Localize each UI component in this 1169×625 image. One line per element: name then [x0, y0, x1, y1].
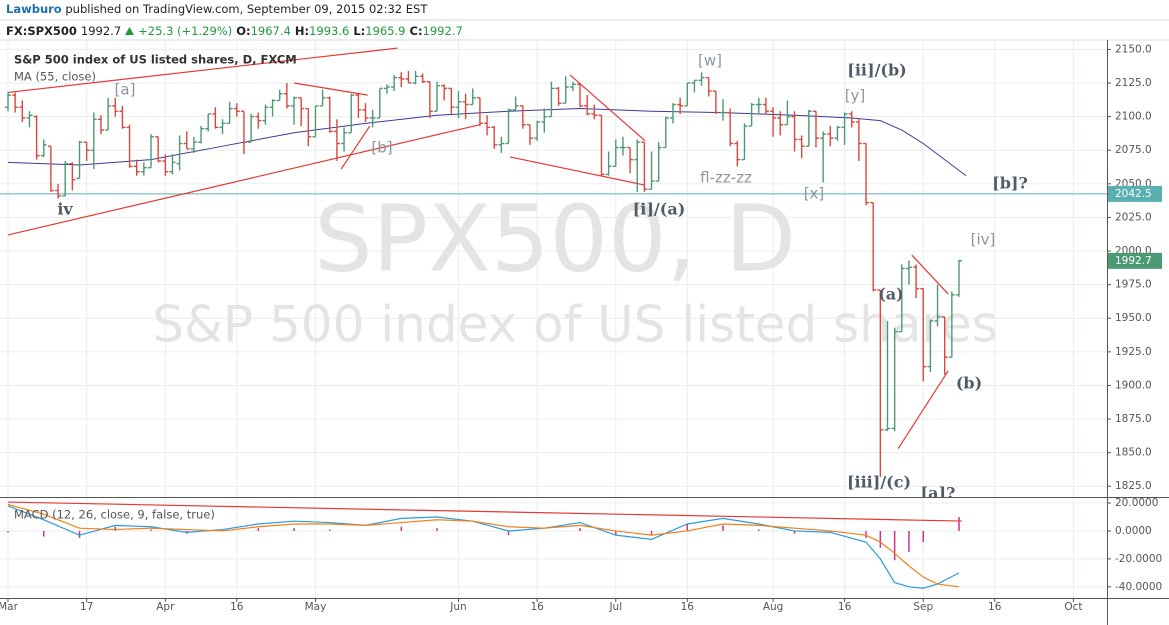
macd-line [7, 503, 960, 588]
x-tick-label: Aug [763, 601, 784, 613]
header-line-2: FX:SPX500 1992.7 +25.3 (+1.29%) O:1967.4… [6, 22, 463, 40]
x-tick-label: May [305, 601, 327, 613]
wave-label: (b) [956, 374, 982, 393]
y-tick-label: 2125.0 [1115, 77, 1152, 89]
ohlc-o: O:1967.4 [236, 24, 291, 38]
level-label-box [1108, 185, 1162, 202]
trendline [7, 124, 481, 236]
y-tick-label: 1825.0 [1115, 480, 1152, 492]
y-tick-label: 1925.0 [1115, 346, 1152, 358]
y-tick-label: 2025.0 [1115, 211, 1152, 223]
wave-label: [w] [698, 52, 722, 70]
author[interactable]: Lawburo [6, 2, 62, 16]
trendline [293, 82, 368, 96]
trendline [897, 370, 949, 449]
wave-label: [b] [371, 139, 392, 157]
trendline [569, 74, 646, 142]
watermark-subtitle: S&P 500 index of US listed shares [152, 296, 998, 354]
legend-ma: MA (55, close) [14, 70, 96, 84]
wave-label: [ii]/(b) [847, 61, 906, 80]
o-label: O: [236, 24, 251, 38]
x-tick-label: Sep [913, 601, 933, 613]
h-label: H: [294, 24, 310, 38]
o-value: 1967.4 [250, 24, 291, 38]
published: published on TradingView.com, September … [65, 2, 428, 16]
l-value: 1965.9 [365, 24, 406, 38]
wave-label: [iii]/(c) [847, 473, 911, 492]
c-value: 1992.7 [422, 24, 463, 38]
x-tick-label: 16 [530, 601, 544, 613]
wave-label: [a]? [921, 484, 956, 503]
ohlc-h: H:1993.6 [295, 24, 349, 38]
y-tick-label: 0.0000 [1115, 525, 1152, 537]
y-tick-label: 2075.0 [1115, 144, 1152, 156]
macd-pane [0, 498, 1107, 598]
moving-average [7, 108, 967, 177]
y-tick-label: 20.0000 [1115, 497, 1158, 509]
wave-label: [x] [804, 185, 825, 203]
x-tick-label: 16 [230, 601, 244, 613]
wave-label: fl-zz-zz [700, 169, 752, 187]
y-tick-label: 2150.0 [1115, 43, 1152, 55]
trendline [509, 156, 646, 186]
l-label: L: [353, 24, 366, 38]
h-value: 1993.6 [309, 24, 350, 38]
x-tick-label: Jun [449, 601, 466, 613]
y-tick-label: 1975.0 [1115, 279, 1152, 291]
y-tick-label: -40.0000 [1115, 581, 1162, 593]
trendline [340, 125, 371, 170]
change: +25.3 (+1.29%) [138, 24, 233, 38]
y-tick-label: 1850.0 [1115, 447, 1152, 459]
wave-label: (a) [878, 285, 904, 304]
watermark: SPX500, D [314, 185, 796, 292]
y-tick-label: 2100.0 [1115, 111, 1152, 123]
last-price-label: 1992.7 [1115, 255, 1152, 267]
header-line-1: Lawburo published on TradingView.com, Se… [6, 2, 427, 20]
trendline [7, 501, 962, 522]
wave-label: [i]/(a) [633, 200, 686, 219]
axes: 1825.0 1850.0 1875.0 1900.0 1925.0 1950.0 1975… [0, 43, 1162, 613]
x-tick-label: 17 [80, 601, 93, 613]
wave-label: [b]? [992, 174, 1028, 193]
y-tick-label: 1900.0 [1115, 379, 1152, 391]
x-tick-label: Apr [156, 601, 175, 613]
last-price-box [1108, 252, 1162, 269]
chart-title: S&P 500 index of US listed shares, D, FX… [14, 53, 297, 67]
x-tick-label: Jul [608, 601, 622, 613]
wave-label: [iv] [971, 231, 996, 249]
macd-title: MACD (12, 26, close, 9, false, true) [14, 508, 215, 522]
x-tick-label: 16 [988, 601, 1002, 613]
c-label: C: [409, 24, 423, 38]
ohlc-l: L:1965.9 [353, 24, 405, 38]
symbol: FX:SPX500 [6, 24, 77, 38]
x-tick-label: 16 [681, 601, 695, 613]
x-tick-label: Mar [0, 601, 19, 613]
x-tick-label: 16 [838, 601, 852, 613]
ohlc-c: C:1992.7 [410, 24, 463, 38]
x-tick-label: Oct [1064, 601, 1082, 613]
trendline [911, 254, 949, 295]
wave-label: [a] [115, 81, 136, 99]
y-tick-label: 1875.0 [1115, 413, 1152, 425]
level-label: 2042.5 [1115, 188, 1152, 200]
up-arrow [125, 27, 135, 35]
price-pane: SPX500, DS&P 500 index of US listed shar… [0, 40, 1107, 503]
y-tick-label: 1950.0 [1115, 312, 1152, 324]
last-price: 1992.7 [80, 24, 122, 38]
wave-label: [y] [845, 87, 866, 105]
trendline [7, 47, 398, 94]
y-tick-label: -20.0000 [1115, 553, 1162, 565]
wave-label: iv [57, 200, 73, 219]
